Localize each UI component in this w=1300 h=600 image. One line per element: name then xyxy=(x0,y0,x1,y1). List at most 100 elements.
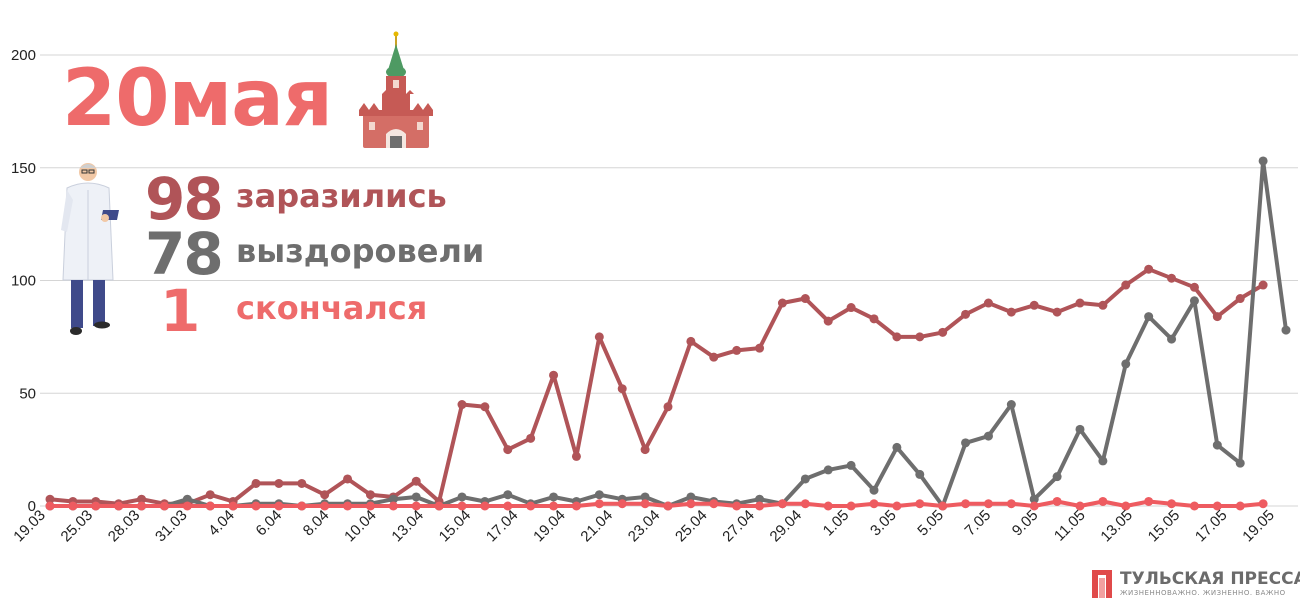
y-tick-label: 200 xyxy=(11,47,36,64)
data-point-deaths xyxy=(182,501,192,511)
data-point-recovered xyxy=(1189,296,1199,306)
brand-logo: ТУЛЬСКАЯ ПРЕССА ЖИЗНЕННОВАЖНО. ЖИЗНЕННО.… xyxy=(1090,568,1300,600)
data-point-deaths xyxy=(1029,501,1039,511)
data-point-deaths xyxy=(1167,499,1177,509)
data-point-recovered xyxy=(549,492,559,502)
data-point-deaths xyxy=(777,499,787,509)
data-point-recovered xyxy=(1029,494,1039,504)
data-point-deaths xyxy=(1189,501,1199,511)
data-point-recovered xyxy=(892,442,902,452)
data-point-deaths xyxy=(732,501,742,511)
data-point-deaths xyxy=(640,499,650,509)
data-point-infected xyxy=(1075,298,1085,308)
data-point-infected xyxy=(297,478,307,488)
data-point-recovered xyxy=(846,460,856,470)
data-point-deaths xyxy=(915,499,925,509)
recovered-count: 78 xyxy=(145,220,224,288)
data-point-recovered xyxy=(823,465,833,475)
brand-name: ТУЛЬСКАЯ ПРЕССА xyxy=(1120,569,1300,589)
data-point-recovered xyxy=(182,494,192,504)
data-point-infected xyxy=(274,478,284,488)
data-point-deaths xyxy=(91,501,101,511)
data-point-recovered xyxy=(1006,400,1016,410)
data-point-recovered xyxy=(1098,456,1108,466)
data-point-infected xyxy=(869,314,879,324)
data-point-infected xyxy=(1029,300,1039,310)
data-point-recovered xyxy=(800,474,810,484)
data-point-infected xyxy=(915,332,925,342)
data-point-infected xyxy=(411,476,421,486)
data-point-deaths xyxy=(709,499,719,509)
data-point-infected xyxy=(343,474,353,484)
data-point-deaths xyxy=(434,501,444,511)
data-point-deaths xyxy=(892,501,902,511)
data-point-deaths xyxy=(205,501,215,511)
x-tick-label: 5.05 xyxy=(914,507,947,540)
data-point-deaths xyxy=(228,501,238,511)
data-point-deaths xyxy=(594,499,604,509)
data-point-infected xyxy=(1235,294,1245,304)
data-point-recovered xyxy=(594,490,604,500)
x-tick-label: 8.04 xyxy=(300,507,333,540)
brand-slogan: ЖИЗНЕННОВАЖНО. ЖИЗНЕННО. ВАЖНО xyxy=(1120,589,1286,597)
data-point-deaths xyxy=(1075,501,1085,511)
x-tick-label: 23.04 xyxy=(625,507,664,546)
x-axis-ticks: 19.03 25.03 28.03 31.03 4.04 6.04 8.04 10.04 13.… xyxy=(10,507,1278,546)
data-point-recovered xyxy=(686,492,696,502)
data-point-infected xyxy=(251,478,261,488)
data-point-deaths xyxy=(846,501,856,511)
data-point-deaths xyxy=(526,501,536,511)
x-tick-label: 25.04 xyxy=(672,507,711,546)
data-point-recovered xyxy=(640,492,650,502)
data-point-recovered xyxy=(1121,359,1131,369)
data-point-recovered xyxy=(961,438,971,448)
data-point-infected xyxy=(1189,282,1199,292)
x-tick-label: 15.05 xyxy=(1145,507,1184,546)
data-point-infected xyxy=(961,309,971,319)
data-point-deaths xyxy=(1258,499,1268,509)
data-point-deaths xyxy=(480,501,490,511)
data-point-recovered xyxy=(1052,472,1062,482)
x-tick-label: 15.04 xyxy=(436,507,475,546)
data-point-deaths xyxy=(686,499,696,509)
data-point-infected xyxy=(983,298,993,308)
data-point-deaths xyxy=(114,501,124,511)
data-point-infected xyxy=(549,370,559,380)
data-point-deaths xyxy=(800,499,810,509)
data-point-recovered xyxy=(869,485,879,495)
x-tick-label: 21.04 xyxy=(577,507,616,546)
data-point-infected xyxy=(45,494,55,504)
data-point-infected xyxy=(320,490,330,500)
data-point-recovered xyxy=(503,490,513,500)
deaths-label: скончался xyxy=(236,289,428,327)
data-point-infected xyxy=(755,343,765,353)
data-point-infected xyxy=(709,352,719,362)
x-tick-label: 6.04 xyxy=(253,507,286,540)
data-point-infected xyxy=(938,327,948,337)
data-point-infected xyxy=(732,345,742,355)
data-point-deaths xyxy=(663,501,673,511)
data-point-recovered xyxy=(388,494,398,504)
x-tick-label: 27.04 xyxy=(719,507,758,546)
data-point-deaths xyxy=(983,499,993,509)
data-point-infected xyxy=(526,433,536,443)
data-point-infected xyxy=(663,402,673,412)
x-tick-label: 25.03 xyxy=(58,507,97,546)
data-point-recovered xyxy=(1235,458,1245,468)
data-point-deaths xyxy=(388,501,398,511)
series-recovered xyxy=(45,156,1291,511)
data-point-deaths xyxy=(1235,501,1245,511)
data-point-infected xyxy=(686,336,696,346)
data-point-deaths xyxy=(137,501,147,511)
data-point-deaths xyxy=(938,501,948,511)
deaths-count: 1 xyxy=(160,277,200,345)
x-tick-label: 9.05 xyxy=(1009,507,1042,540)
y-tick-label: 50 xyxy=(19,385,36,402)
data-point-infected xyxy=(480,402,490,412)
data-point-infected xyxy=(800,294,810,304)
data-point-deaths xyxy=(251,501,261,511)
y-axis-ticks: 0 50 100 150 200 xyxy=(11,47,36,515)
data-point-infected xyxy=(594,332,604,342)
doctor-illustration-icon xyxy=(61,163,119,335)
